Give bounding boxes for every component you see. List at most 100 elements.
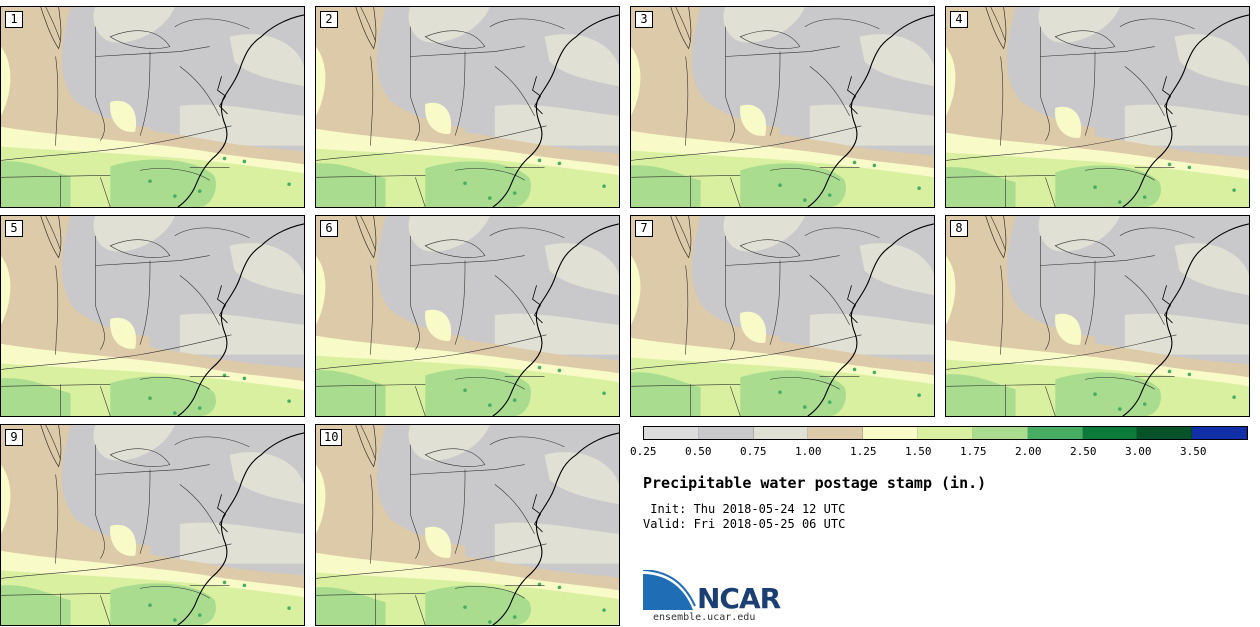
pw-075-region xyxy=(1124,104,1249,146)
legend-tick-label: 1.25 xyxy=(850,445,877,458)
pw-075-region xyxy=(809,313,934,355)
state-border xyxy=(316,543,547,579)
legend-swatch-300 xyxy=(1137,427,1193,439)
map-panel-7[interactable]: 7 xyxy=(630,215,935,417)
state-border xyxy=(1084,51,1096,136)
pw-200-spot xyxy=(872,163,877,168)
pw-125-region xyxy=(1,46,11,116)
pw-075-region xyxy=(408,425,490,461)
pw-125-region xyxy=(425,526,452,558)
pw-200-spot xyxy=(557,368,562,373)
map-panel-4[interactable]: 4 xyxy=(945,6,1250,208)
legend-swatch-200 xyxy=(1027,427,1083,439)
pw-200-spot xyxy=(463,181,467,186)
state-border xyxy=(455,377,525,390)
state-border xyxy=(410,464,525,475)
pw-200-spot xyxy=(197,189,202,193)
pw-125-region xyxy=(946,255,956,325)
map-panel-2[interactable]: 2 xyxy=(315,6,620,208)
ncar-logo-stripe xyxy=(643,570,696,607)
map-panel-9[interactable]: 9 xyxy=(0,424,305,626)
state-border xyxy=(1,593,111,596)
pw-075-region xyxy=(494,522,619,564)
state-border xyxy=(360,7,376,42)
legend-tick-labels: 0.25 0.50 0.75 1.00 1.25 1.50 1.75 2.00 … xyxy=(630,445,1250,459)
pw-200-spot xyxy=(242,159,247,164)
map-panel-3[interactable]: 3 xyxy=(630,6,935,208)
lake-outline xyxy=(40,216,62,259)
pw-200-spot xyxy=(852,160,857,165)
state-border xyxy=(1,543,232,579)
legend-swatch-125 xyxy=(863,427,919,439)
state-border xyxy=(95,235,105,350)
coastline xyxy=(532,285,543,324)
state-border xyxy=(739,30,801,49)
pw-200-spot xyxy=(827,193,832,197)
state-border xyxy=(725,235,735,350)
state-border xyxy=(410,26,420,141)
state-border xyxy=(424,448,486,467)
pw-075-region xyxy=(494,313,619,355)
pw-125-region xyxy=(631,255,641,325)
pw-175-region xyxy=(316,370,386,416)
map-panel-10[interactable]: 10 xyxy=(315,424,620,626)
pw-075-region xyxy=(179,104,304,146)
pw-075-region xyxy=(1174,34,1249,87)
state-border xyxy=(95,444,105,559)
state-border xyxy=(1124,66,1165,117)
coastline xyxy=(807,223,934,416)
map-panel-8[interactable]: 8 xyxy=(945,215,1250,417)
legend-tick-label: 0.50 xyxy=(685,445,712,458)
pw-200-spot xyxy=(148,603,152,607)
pw-200-spot xyxy=(1187,372,1192,377)
state-border xyxy=(95,255,210,266)
state-border xyxy=(100,595,111,625)
pw-125-region xyxy=(316,46,326,116)
state-border xyxy=(631,175,741,178)
pw-175-region xyxy=(1,161,71,207)
pw-200-spot xyxy=(173,194,177,198)
pw-075-region xyxy=(544,34,619,87)
pw-200-spot xyxy=(463,388,467,393)
map-panel-5[interactable]: 5 xyxy=(0,215,305,417)
panel-number: 10 xyxy=(320,429,343,446)
legend-tick-label: 3.00 xyxy=(1125,445,1152,458)
state-border xyxy=(494,275,535,326)
legend-swatch-075 xyxy=(753,427,809,439)
state-border xyxy=(410,46,525,57)
pw-075-region xyxy=(229,452,304,505)
legend-swatch-100 xyxy=(808,427,864,439)
pw-125-region xyxy=(110,100,137,132)
coastline xyxy=(1162,76,1173,115)
state-border xyxy=(370,56,374,146)
state-border xyxy=(804,227,880,239)
pw-200-spot xyxy=(803,405,807,409)
state-border xyxy=(1,125,232,161)
state-border xyxy=(415,386,426,416)
state-border xyxy=(55,265,59,355)
pw-175-region xyxy=(425,585,531,625)
pw-175-region xyxy=(631,372,701,416)
state-border xyxy=(675,216,691,251)
state-border xyxy=(946,175,1056,178)
state-border xyxy=(990,216,1006,251)
ncar-logo xyxy=(643,570,696,610)
pw-075-region xyxy=(229,243,304,296)
state-border xyxy=(45,7,61,42)
pw-200-spot xyxy=(827,400,832,404)
map-panel-1[interactable]: 1 xyxy=(0,6,305,208)
map-panel-6[interactable]: 6 xyxy=(315,215,620,417)
coastline xyxy=(492,432,619,625)
pw-200-spot xyxy=(488,196,492,200)
pw-125-region xyxy=(110,524,137,556)
pw-075-region xyxy=(93,425,175,461)
pw-200-spot xyxy=(197,406,202,410)
state-border xyxy=(95,26,105,141)
pw-200-spot xyxy=(557,161,562,166)
panel-number: 3 xyxy=(635,11,653,28)
pw-075-region xyxy=(408,7,490,43)
legend-tick-label: 1.75 xyxy=(960,445,987,458)
map-canvas xyxy=(316,425,619,625)
state-border xyxy=(174,227,250,239)
state-border xyxy=(370,474,374,564)
